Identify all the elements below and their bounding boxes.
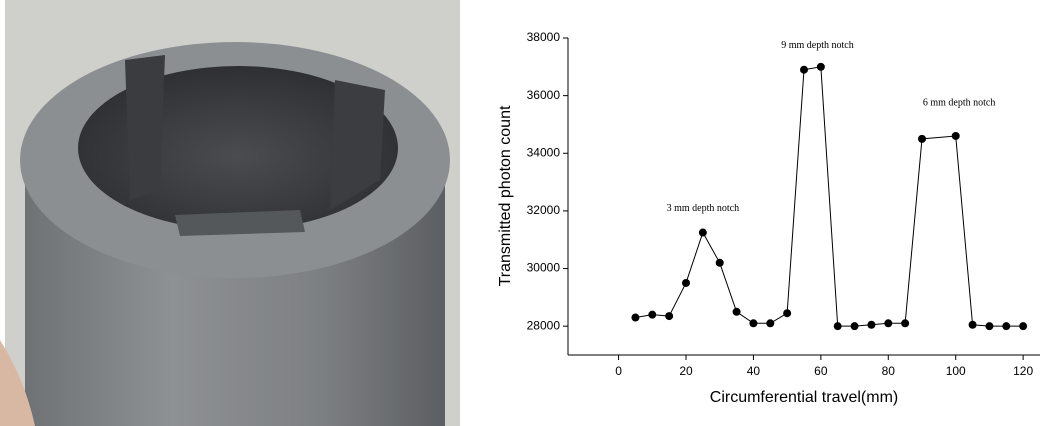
data-point: [1019, 322, 1027, 330]
data-point: [969, 321, 977, 329]
data-point: [682, 279, 690, 287]
chart: Circumferential travel(mm) Transmitted p…: [497, 30, 1040, 406]
data-point: [985, 322, 993, 330]
x-tick-label: 80: [882, 364, 896, 378]
y-tick-label: 36000: [527, 88, 561, 102]
annotation: 6 mm depth notch: [923, 98, 996, 109]
data-point: [952, 132, 960, 140]
data-point: [631, 314, 639, 322]
photo: [0, 0, 460, 426]
data-point: [716, 259, 724, 267]
figure: Circumferential travel(mm) Transmitted p…: [0, 0, 1059, 426]
data-point: [648, 311, 656, 319]
data-point: [918, 135, 926, 143]
data-point: [800, 66, 808, 74]
data-point: [766, 319, 774, 327]
data-point: [733, 308, 741, 316]
notch: [125, 55, 165, 200]
data-point: [817, 63, 825, 71]
y-tick-label: 32000: [527, 203, 561, 217]
x-tick-label: 0: [615, 364, 622, 378]
annotation: 3 mm depth notch: [667, 203, 740, 214]
data-point: [665, 312, 673, 320]
data-point: [1002, 322, 1010, 330]
y-tick-label: 30000: [527, 261, 561, 275]
y-axis-label: Transmitted photon count: [497, 105, 514, 286]
data-point: [867, 321, 875, 329]
data-point: [884, 319, 892, 327]
data-point: [783, 309, 791, 317]
x-axis-label: Circumferential travel(mm): [710, 389, 898, 406]
data-point: [699, 229, 707, 237]
x-tick-label: 40: [747, 364, 761, 378]
x-tick-label: 100: [946, 364, 966, 378]
y-tick-label: 28000: [527, 318, 561, 332]
y-tick-label: 38000: [527, 30, 561, 44]
x-tick-label: 60: [814, 364, 828, 378]
data-point: [834, 322, 842, 330]
annotation: 9 mm depth notch: [781, 40, 854, 51]
data-point: [851, 322, 859, 330]
data-point: [901, 319, 909, 327]
x-tick-label: 120: [1013, 364, 1033, 378]
data-point: [749, 319, 757, 327]
x-tick-label: 20: [679, 364, 693, 378]
y-tick-label: 34000: [527, 145, 561, 159]
